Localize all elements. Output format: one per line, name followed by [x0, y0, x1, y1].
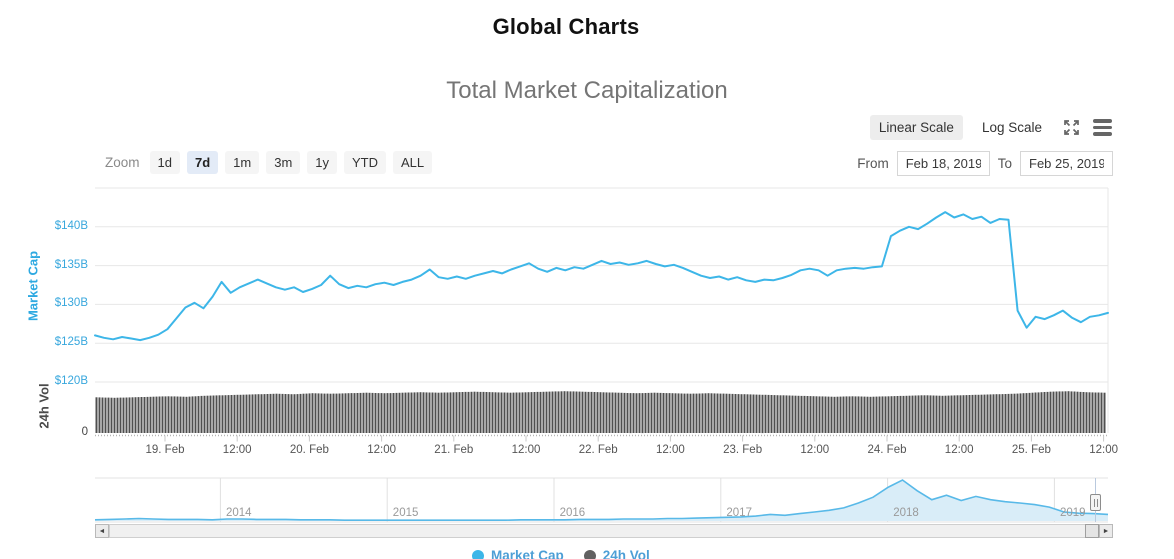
from-date-input[interactable]: [896, 151, 990, 176]
zoom-ytd-button[interactable]: YTD: [344, 151, 387, 174]
xtick-12-00: 12:00: [1089, 444, 1118, 456]
market-cap-line: [94, 211, 1109, 342]
xtick-19-feb: 19. Feb: [145, 444, 185, 456]
xtick-21-feb: 21. Feb: [434, 444, 474, 456]
log-scale-button[interactable]: Log Scale: [981, 120, 1042, 135]
navigator-line: [94, 479, 1109, 522]
volume-bars: [95, 391, 1106, 434]
main-gridlines: [95, 187, 1109, 433]
expand-icon: [1064, 120, 1079, 135]
zoom-1d-button[interactable]: 1d: [149, 151, 180, 174]
xtick-22-feb: 22. Feb: [578, 444, 618, 456]
xtick-12-00: 12:00: [511, 444, 541, 456]
fullscreen-button[interactable]: [1061, 117, 1082, 138]
navigator-year-2016: 2016: [559, 507, 586, 519]
zoom-controls: Zoom 1d 7d 1m 3m 1y YTD ALL: [105, 151, 433, 174]
xtick-20-feb: 20. Feb: [289, 444, 329, 456]
navigator-year-2014: 2014: [226, 507, 252, 519]
scrollbar-thumb[interactable]: [1085, 524, 1099, 538]
navigator-year-2018: 2018: [893, 507, 919, 519]
chart-title: Total Market Capitalization: [446, 77, 728, 104]
chart-legend: Market Cap 24h Vol: [472, 548, 650, 559]
from-label: From: [857, 156, 889, 171]
ytick-market-cap: $120B: [54, 375, 88, 387]
zoom-label: Zoom: [105, 155, 140, 170]
xtick-23-feb: 23. Feb: [723, 444, 763, 456]
zoom-3m-button[interactable]: 3m: [266, 151, 301, 174]
legend-item-24h-vol[interactable]: 24h Vol: [583, 548, 650, 559]
navigator-year-2015: 2015: [392, 507, 419, 519]
legend-marker: [583, 549, 596, 559]
x-axis: [95, 434, 1108, 442]
page-title: Global Charts: [492, 14, 640, 39]
zoom-7d-button[interactable]: 7d: [186, 151, 219, 174]
navigator: [94, 477, 1109, 523]
scroll-left-icon: ◄: [98, 527, 106, 535]
to-date-input[interactable]: [1020, 151, 1113, 176]
xtick-12-00: 12:00: [222, 444, 252, 456]
ytick-volume-zero: 0: [81, 426, 88, 438]
to-label: To: [997, 156, 1012, 171]
navigator-handle[interactable]: [1090, 494, 1101, 511]
chart-scrollbar: ◄ ►: [95, 524, 1113, 538]
scrollbar-right-button[interactable]: ►: [1099, 524, 1113, 538]
zoom-1m-button[interactable]: 1m: [225, 151, 260, 174]
legend-marker: [472, 549, 484, 559]
linear-scale-button[interactable]: Linear Scale: [869, 115, 963, 140]
legend-label: Market Cap: [491, 548, 564, 559]
scrollbar-left-button[interactable]: ◄: [95, 524, 109, 538]
zoom-1y-button[interactable]: 1y: [307, 151, 338, 174]
navigator-year-2019: 2019: [1060, 507, 1086, 519]
xtick-25-feb: 25. Feb: [1011, 444, 1051, 456]
xtick-12-00: 12:00: [800, 444, 830, 456]
navigator-area: [95, 480, 1108, 521]
xtick-24-feb: 24. Feb: [867, 444, 907, 456]
ytick-market-cap: $125B: [54, 336, 88, 349]
scale-toggle: Linear Scale Log Scale: [869, 115, 1113, 140]
ytick-market-cap: $135B: [54, 258, 88, 271]
xtick-12-00: 12:00: [944, 444, 974, 456]
zoom-all-button[interactable]: ALL: [393, 151, 433, 174]
volume-axis-title: 24h Vol: [36, 383, 52, 429]
navigator-year-2017: 2017: [726, 507, 752, 519]
menu-icon: [1093, 119, 1112, 123]
xtick-12-00: 12:00: [656, 444, 685, 456]
xtick-12-00: 12:00: [367, 444, 396, 456]
ytick-market-cap: $140B: [54, 219, 88, 232]
chart-menu-button[interactable]: [1092, 118, 1113, 136]
date-range-controls: From To: [857, 151, 1113, 176]
ytick-market-cap: $130B: [54, 297, 88, 310]
legend-item-market-cap[interactable]: Market Cap: [472, 548, 564, 559]
legend-label: 24h Vol: [602, 548, 650, 559]
scrollbar-track[interactable]: [109, 524, 1099, 538]
scroll-right-icon: ►: [1102, 527, 1110, 535]
